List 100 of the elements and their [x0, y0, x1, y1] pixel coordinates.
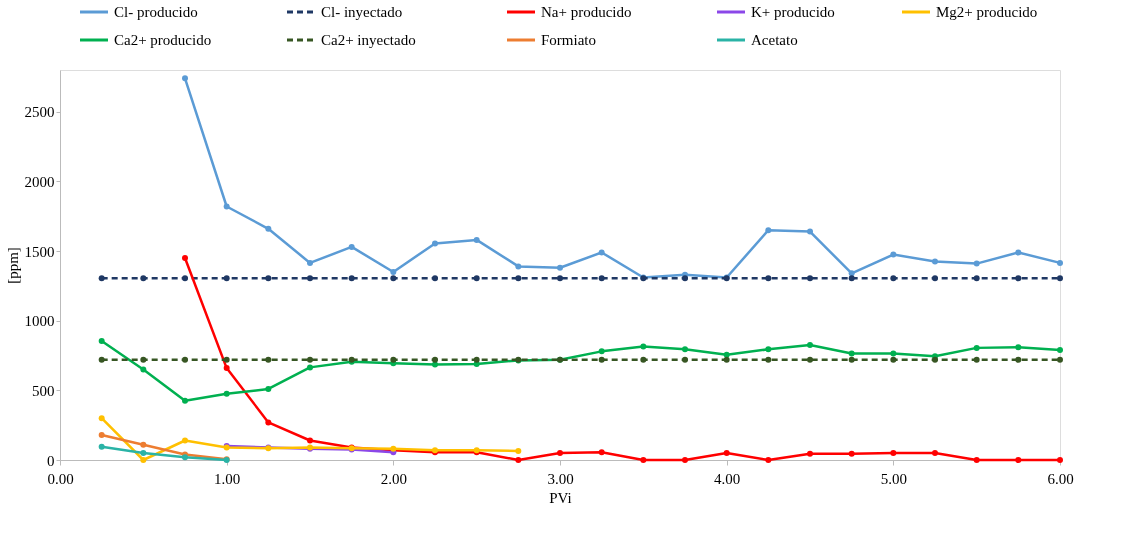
point — [348, 243, 355, 250]
x-axis-title: PVi — [549, 489, 572, 506]
point — [1015, 344, 1022, 351]
point — [890, 356, 897, 363]
point — [848, 356, 855, 363]
point — [223, 365, 230, 372]
y-tick-label: 1000 — [24, 313, 55, 330]
point — [973, 356, 980, 363]
point — [473, 236, 480, 243]
point — [98, 356, 105, 363]
legend-label: Cl- inyectado — [321, 4, 403, 20]
y-tick-label: 0 — [47, 452, 55, 469]
point — [890, 275, 897, 282]
point — [223, 390, 230, 397]
legend-label: Na+ producido — [541, 4, 632, 20]
point — [98, 337, 105, 344]
x-tick-label: 0.00 — [47, 470, 74, 487]
point — [265, 419, 272, 426]
point — [682, 275, 688, 282]
point — [140, 356, 147, 363]
point — [223, 203, 230, 210]
point — [140, 450, 147, 457]
point — [765, 346, 772, 353]
point — [973, 457, 980, 463]
point — [1015, 249, 1022, 256]
point — [307, 259, 313, 266]
point — [598, 275, 605, 282]
point — [307, 364, 313, 371]
point — [848, 350, 855, 357]
legend-label: Acetato — [751, 32, 798, 48]
point — [98, 415, 105, 422]
point — [890, 450, 897, 457]
x-tick-label: 1.00 — [214, 470, 241, 487]
y-tick-label: 500 — [32, 382, 55, 399]
point — [265, 385, 272, 392]
point — [807, 228, 813, 235]
y-tick-label: 2500 — [24, 104, 55, 121]
point — [182, 255, 188, 262]
point — [932, 450, 938, 457]
point — [98, 443, 105, 450]
legend-label: K+ producido — [751, 4, 835, 20]
point — [723, 351, 730, 358]
legend-label: Formiato — [541, 32, 596, 48]
point — [890, 251, 897, 258]
point — [223, 356, 230, 363]
point — [1015, 457, 1022, 463]
point — [890, 350, 897, 357]
x-tick-label: 6.00 — [1047, 470, 1074, 487]
y-tick-label: 2000 — [24, 173, 55, 190]
point — [598, 249, 605, 256]
point — [640, 343, 647, 350]
point — [140, 366, 147, 373]
point — [390, 356, 397, 363]
point — [473, 275, 480, 282]
point — [432, 356, 438, 363]
point — [98, 275, 105, 282]
legend-label: Ca2+ producido — [114, 32, 212, 48]
point — [307, 275, 313, 282]
point — [1015, 275, 1022, 282]
point — [598, 449, 605, 456]
point — [765, 356, 772, 363]
point — [723, 356, 730, 363]
point — [98, 431, 105, 438]
point — [140, 441, 147, 448]
x-tick-label: 3.00 — [547, 470, 574, 487]
point — [182, 397, 188, 404]
point — [807, 356, 813, 363]
point — [765, 227, 772, 234]
point — [265, 356, 272, 363]
y-tick-label: 1500 — [24, 243, 55, 260]
point — [1057, 346, 1063, 353]
y-axis-title: [ppm] — [4, 247, 21, 284]
x-tick-label: 2.00 — [380, 470, 407, 487]
point — [307, 356, 313, 363]
point — [557, 450, 563, 457]
point — [682, 346, 688, 353]
point — [140, 275, 147, 282]
point — [682, 457, 688, 463]
point — [1015, 356, 1022, 363]
point — [515, 275, 522, 282]
x-tick-label: 4.00 — [714, 470, 741, 487]
point — [765, 457, 772, 463]
point — [682, 356, 688, 363]
point — [973, 260, 980, 267]
point — [432, 275, 438, 282]
legend-label: Cl- producido — [114, 4, 198, 20]
point — [182, 437, 188, 444]
point — [640, 356, 647, 363]
point — [557, 264, 563, 271]
legend-label: Mg2+ producido — [936, 4, 1038, 20]
point — [848, 275, 855, 282]
point — [598, 356, 605, 363]
point — [265, 225, 272, 232]
point — [848, 270, 855, 277]
point — [182, 275, 188, 282]
point — [473, 356, 480, 363]
point — [765, 275, 772, 282]
point — [390, 268, 397, 275]
x-tick-label: 5.00 — [880, 470, 907, 487]
point — [932, 275, 938, 282]
